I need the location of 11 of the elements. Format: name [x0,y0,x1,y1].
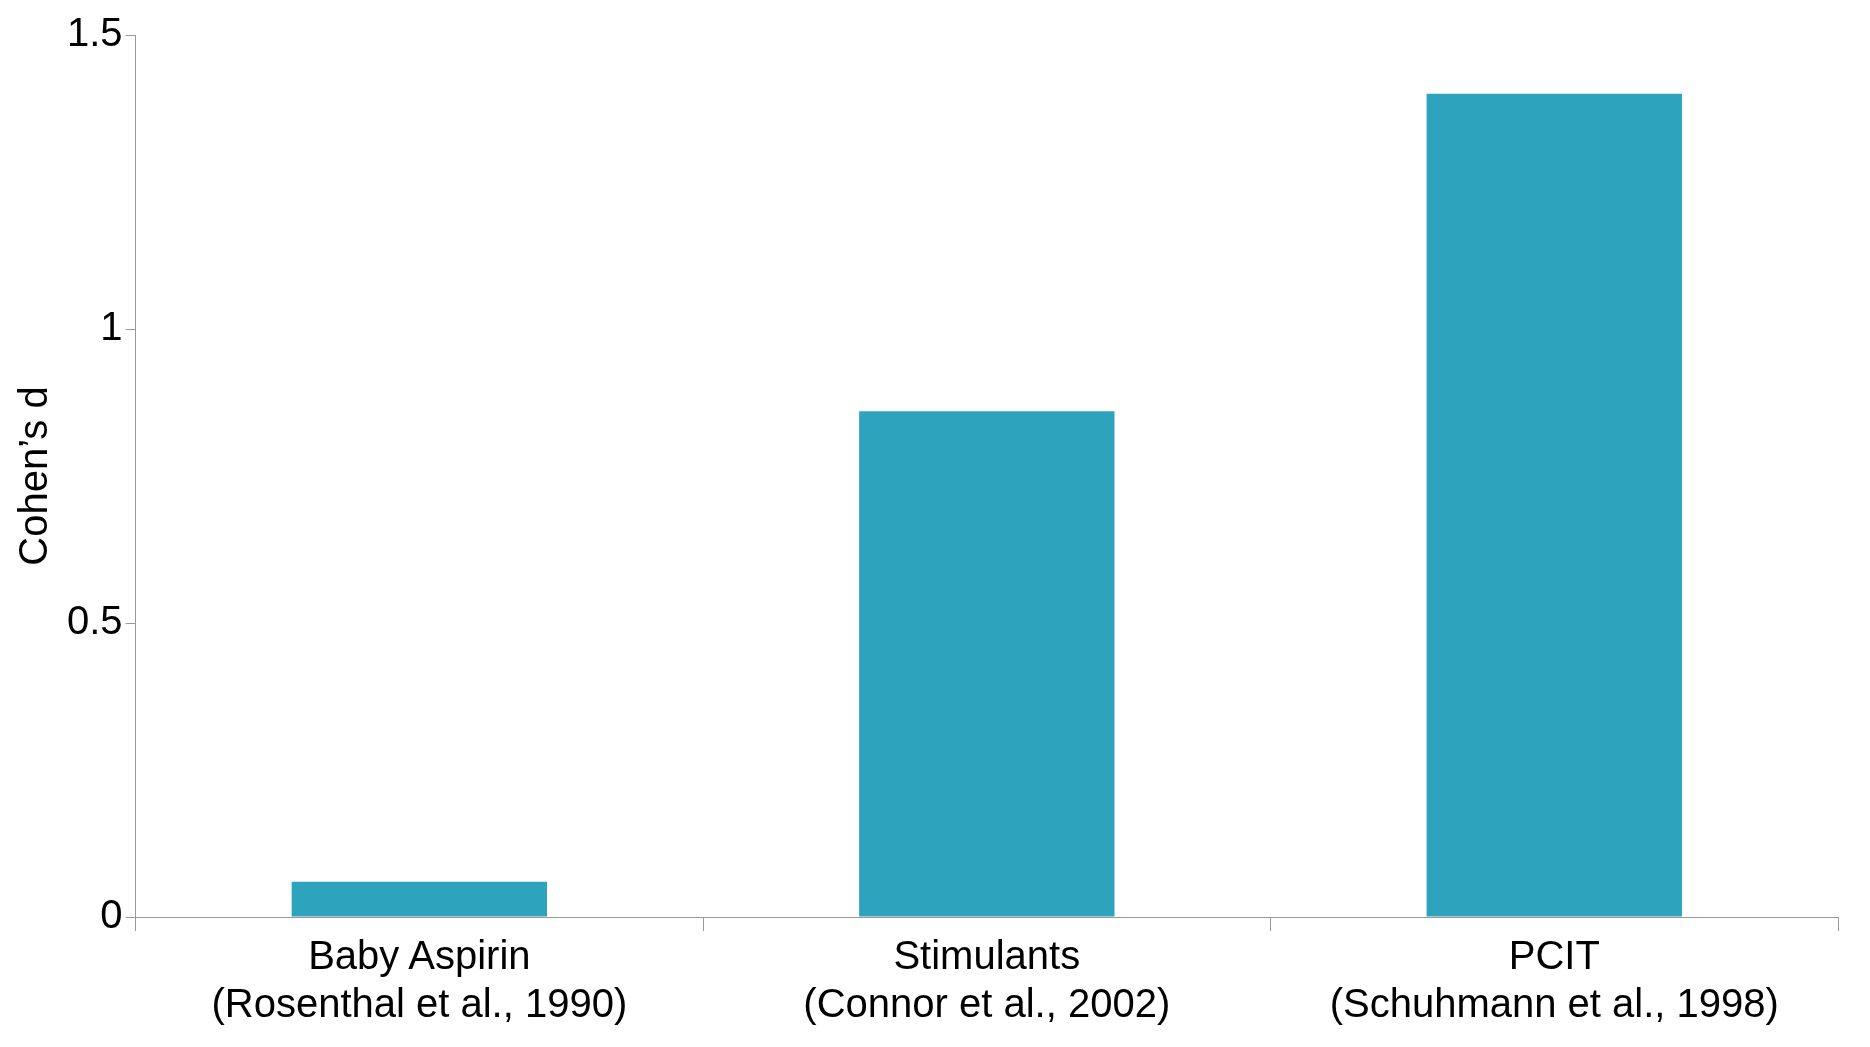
bar [859,411,1115,917]
y-tick-label: 0.5 [67,598,123,643]
x-tick-label: Stimulants (Connor et al., 2002) [803,933,1171,1026]
y-tick-label: 1.5 [67,10,123,55]
y-tick-label: 1 [100,304,123,349]
y-tick-label: 0 [100,892,123,937]
bar [1426,93,1682,917]
x-tick-label: Baby Aspirin (Rosenthal et al., 1990) [211,933,628,1026]
y-axis-title: Cohen’s d [11,386,56,566]
bar [291,881,548,917]
x-tick-label: PCIT (Schuhmann et al., 1998) [1329,933,1779,1026]
